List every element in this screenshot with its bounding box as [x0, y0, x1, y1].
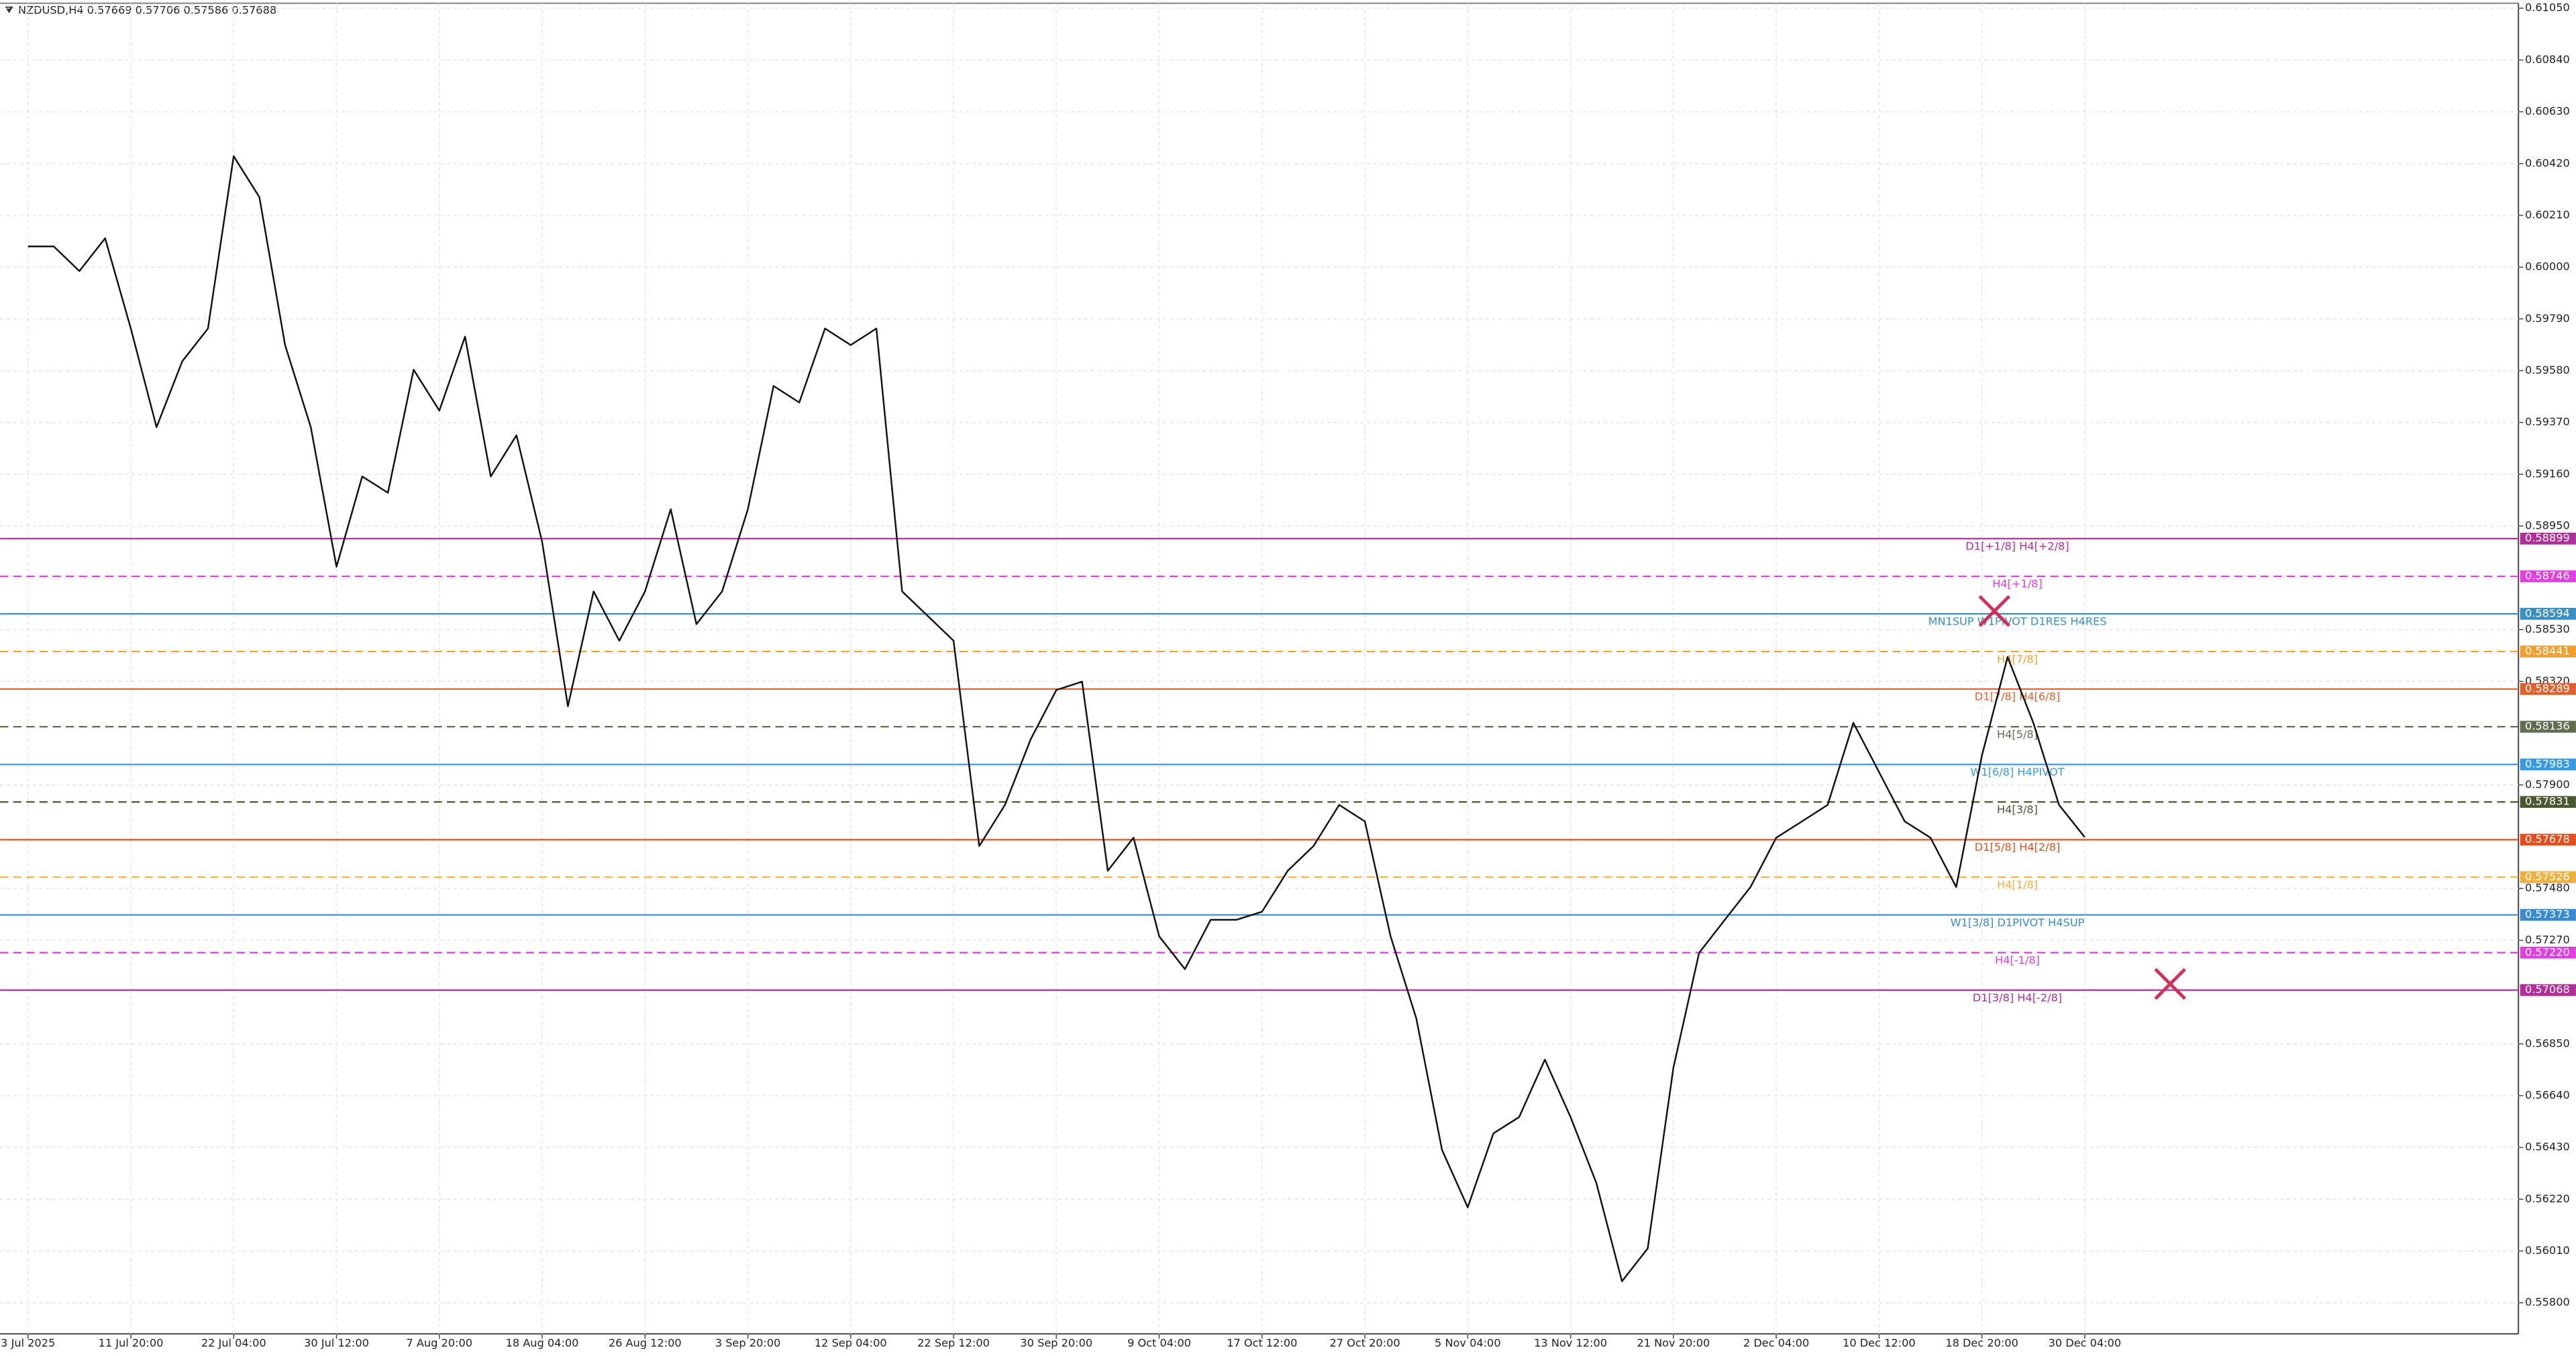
x-tick-label: 7 Aug 20:00: [406, 1337, 472, 1349]
price-label-box: [2520, 532, 2576, 545]
level-label: H4[5/8]: [1997, 728, 2038, 741]
y-tick-label: 0.60210: [2525, 208, 2570, 221]
y-tick-label: 0.61050: [2525, 1, 2570, 14]
y-tick-label: 0.58950: [2525, 519, 2570, 532]
price-label-box: [2520, 908, 2576, 921]
cross-marker: [1978, 594, 2010, 627]
x-tick-label: 11 Jul 20:00: [99, 1337, 164, 1349]
y-tick-label: 0.56010: [2525, 1244, 2570, 1257]
price-label-box: [2520, 570, 2576, 582]
x-tick-label: 21 Nov 20:00: [1637, 1337, 1710, 1349]
y-tick-label: 0.56430: [2525, 1141, 2570, 1153]
x-tick-label: 9 Oct 04:00: [1127, 1337, 1191, 1349]
price-label: 0.58136: [2525, 720, 2570, 733]
cross-marker: [2154, 968, 2186, 1000]
y-tick-label: 0.59370: [2525, 415, 2570, 428]
x-tick-label: 18 Dec 20:00: [1945, 1337, 2018, 1349]
x-tick-label: 22 Sep 12:00: [917, 1337, 990, 1349]
level-label: H4[-1/8]: [1995, 954, 2040, 967]
x-tick-label: 18 Aug 04:00: [506, 1337, 579, 1349]
price-label-box: [2520, 721, 2576, 733]
level-label: W1[3/8] D1PIVOT H4SUP: [1951, 916, 2085, 929]
y-tick-label: 0.60840: [2525, 53, 2570, 66]
level-label: D1[3/8] H4[-2/8]: [1973, 991, 2062, 1004]
x-tick-label: 17 Oct 12:00: [1227, 1337, 1297, 1349]
y-tick-label: 0.56850: [2525, 1037, 2570, 1049]
price-label: 0.57373: [2525, 908, 2570, 921]
y-tick-label: 0.60420: [2525, 156, 2570, 169]
x-tick-label: 30 Jul 12:00: [304, 1337, 369, 1349]
price-label: 0.57220: [2525, 945, 2570, 958]
level-label: H4[7/8]: [1997, 653, 2038, 666]
price-label: 0.58899: [2525, 531, 2570, 544]
price-label: 0.57068: [2525, 983, 2570, 996]
x-tick-label: 10 Dec 12:00: [1843, 1337, 1916, 1349]
price-label: 0.57983: [2525, 758, 2570, 770]
symbol-header: NZDUSD,H4 0.57669 0.57706 0.57586 0.5768…: [18, 3, 276, 16]
y-tick-label: 0.60630: [2525, 105, 2570, 117]
level-label: H4[1/8]: [1997, 878, 2038, 891]
price-label-box: [2520, 645, 2576, 658]
price-label-box: [2520, 796, 2576, 809]
level-label: D1[5/8] H4[2/8]: [1975, 841, 2060, 853]
y-tick-label: 0.57900: [2525, 778, 2570, 790]
y-tick-label: 0.59580: [2525, 364, 2570, 376]
x-tick-label: 27 Oct 20:00: [1329, 1337, 1400, 1349]
x-tick-label: 30 Sep 20:00: [1020, 1337, 1092, 1349]
price-label-box: [2520, 758, 2576, 771]
level-label: D1[7/8] H4[6/8]: [1975, 690, 2060, 703]
y-tick-label: 0.56220: [2525, 1192, 2570, 1205]
price-label: 0.57831: [2525, 795, 2570, 808]
price-label: 0.58289: [2525, 682, 2570, 694]
x-tick-label: 30 Dec 04:00: [2049, 1337, 2122, 1349]
price-label: 0.58441: [2525, 645, 2570, 658]
x-tick-label: 13 Nov 12:00: [1534, 1337, 1607, 1349]
x-tick-label: 22 Jul 04:00: [201, 1337, 266, 1349]
level-label: D1[+1/8] H4[+2/8]: [1965, 539, 2069, 552]
price-label-box: [2520, 984, 2576, 996]
y-tick-label: 0.57480: [2525, 882, 2570, 894]
price-label: 0.57678: [2525, 833, 2570, 845]
y-tick-label: 0.57270: [2525, 933, 2570, 946]
level-label: MN1SUP W1PIVOT D1RES H4RES: [1928, 615, 2107, 628]
price-label-box: [2520, 871, 2576, 884]
y-tick-label: 0.59790: [2525, 312, 2570, 325]
x-tick-label: 3 Sep 20:00: [715, 1337, 780, 1349]
price-line: [28, 155, 2085, 1282]
price-label-box: [2520, 833, 2576, 846]
y-tick-label: 0.58530: [2525, 623, 2570, 635]
y-tick-label: 0.56640: [2525, 1088, 2570, 1101]
price-label: 0.58594: [2525, 607, 2570, 619]
x-tick-label: 2 Dec 04:00: [1743, 1337, 1809, 1349]
level-label: W1[6/8] H4PIVOT: [1970, 766, 2064, 778]
price-label-box: [2520, 683, 2576, 695]
x-tick-label: 3 Jul 2025: [1, 1337, 55, 1349]
y-tick-label: 0.60000: [2525, 260, 2570, 273]
price-label-box: [2520, 608, 2576, 620]
level-label: H4[3/8]: [1997, 803, 2038, 816]
x-tick-label: 5 Nov 04:00: [1435, 1337, 1501, 1349]
price-label: 0.58746: [2525, 569, 2570, 582]
price-label: 0.57526: [2525, 870, 2570, 883]
x-tick-label: 12 Sep 04:00: [815, 1337, 887, 1349]
x-tick-label: 26 Aug 12:00: [609, 1337, 682, 1349]
level-label: H4[+1/8]: [1992, 578, 2043, 590]
price-label-box: [2520, 946, 2576, 959]
y-tick-label: 0.59160: [2525, 467, 2570, 480]
y-tick-label: 0.55800: [2525, 1296, 2570, 1308]
